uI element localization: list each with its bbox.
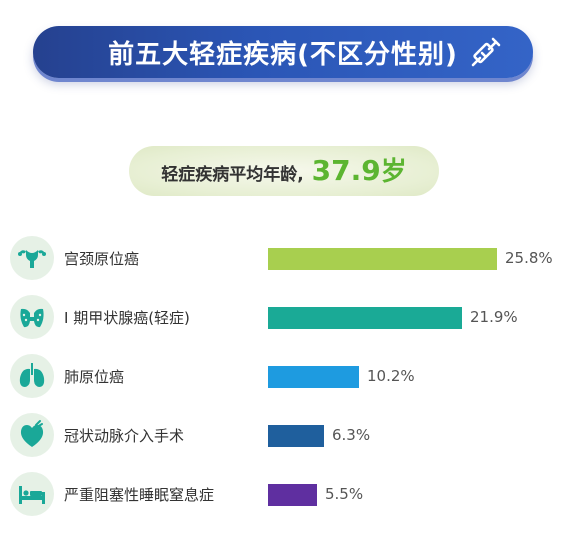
average-age-pill: 轻症疾病平均年龄, 37.9岁 <box>129 146 439 196</box>
bed-icon <box>10 472 54 516</box>
category-label: 严重阻塞性睡眠窒息症 <box>64 486 215 504</box>
category-label: I 期甲状腺癌(轻症) <box>64 309 190 327</box>
title-banner: 前五大轻症疾病(不区分性别) <box>33 26 533 78</box>
average-age-unit: 岁 <box>380 157 407 187</box>
average-age-value: 37.9岁 <box>312 146 407 197</box>
bar <box>268 366 359 388</box>
bar <box>268 248 497 270</box>
bar <box>268 484 317 506</box>
value-label: 25.8% <box>505 249 553 267</box>
average-age-label: 轻症疾病平均年龄, <box>161 165 304 185</box>
bed-icon-glyph <box>19 486 45 504</box>
heart-icon-glyph <box>20 420 44 447</box>
category-label: 肺原位癌 <box>64 368 125 386</box>
bar <box>268 425 324 447</box>
category-label: 宫颈原位癌 <box>64 250 140 268</box>
value-label: 10.2% <box>367 367 415 385</box>
value-label: 5.5% <box>325 485 364 503</box>
value-label: 6.3% <box>332 426 371 444</box>
category-label: 冠状动脉介入手术 <box>64 427 185 445</box>
bar <box>268 307 462 329</box>
value-label: 21.9% <box>470 308 518 326</box>
thyroid-icon-glyph <box>20 308 44 328</box>
average-age-number: 37.9 <box>311 154 381 187</box>
lungs-icon <box>10 354 54 398</box>
heart-icon <box>10 413 54 457</box>
lungs-icon-glyph <box>19 363 45 387</box>
syringe-icon <box>471 37 501 67</box>
uterus-icon <box>10 236 54 280</box>
page-title: 前五大轻症疾病(不区分性别) <box>108 39 458 70</box>
uterus-icon-glyph <box>18 250 46 268</box>
thyroid-icon <box>10 295 54 339</box>
